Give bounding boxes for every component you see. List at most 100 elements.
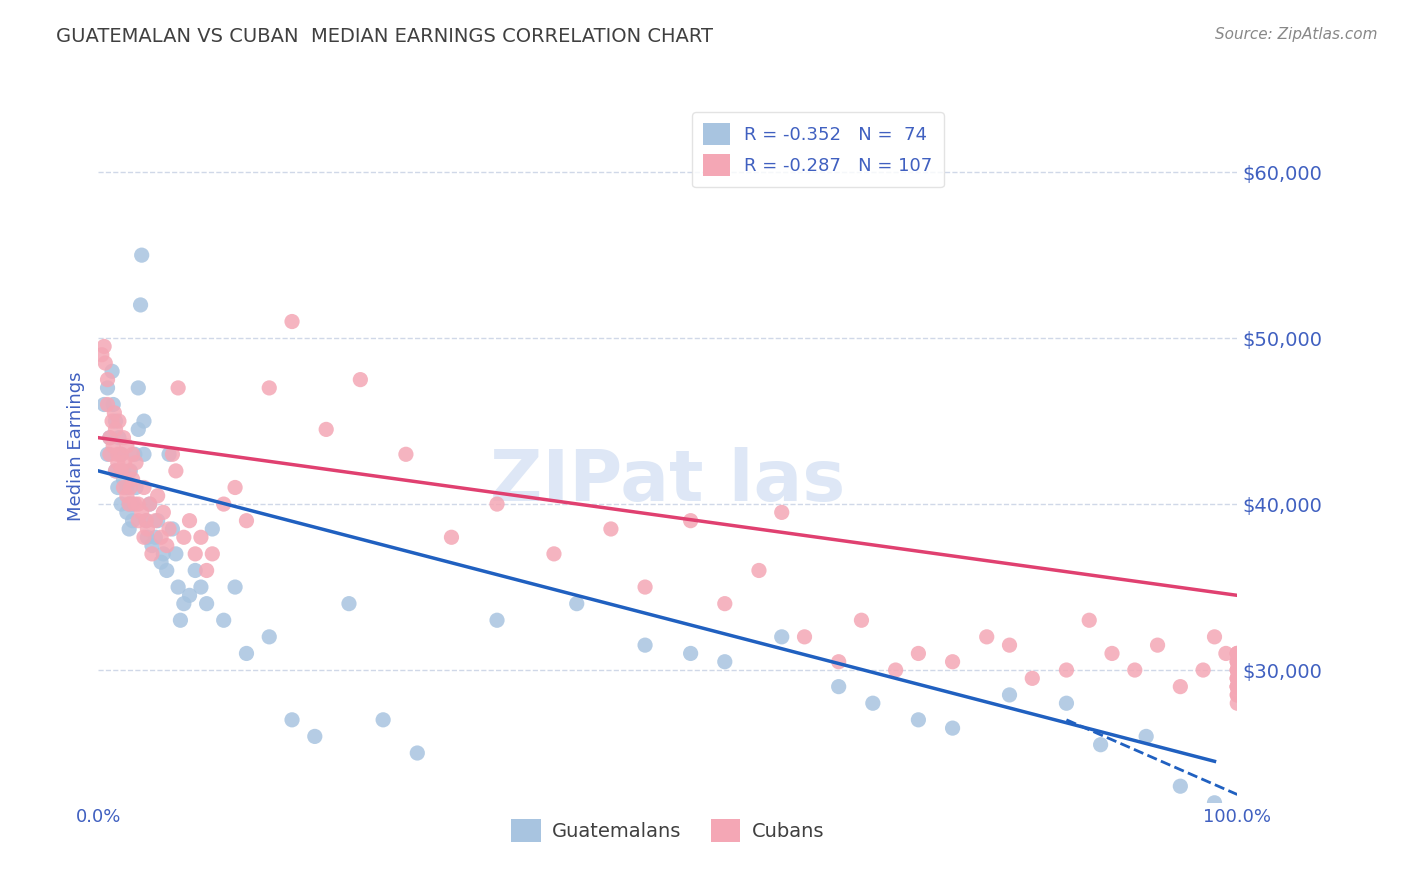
- Point: [124, 497, 146, 511]
- Point: [108, 431, 131, 445]
- Point: [851, 613, 873, 627]
- Point: [132, 414, 155, 428]
- Point: [179, 588, 201, 602]
- Point: [156, 564, 179, 578]
- Point: [120, 464, 142, 478]
- Point: [121, 472, 143, 486]
- Point: [173, 597, 195, 611]
- Point: [201, 522, 224, 536]
- Point: [108, 414, 131, 428]
- Point: [1226, 688, 1249, 702]
- Point: [141, 539, 163, 553]
- Point: [235, 647, 257, 661]
- Point: [96, 381, 118, 395]
- Point: [440, 530, 463, 544]
- Point: [162, 522, 184, 536]
- Point: [121, 447, 143, 461]
- Point: [714, 597, 737, 611]
- Point: [793, 630, 815, 644]
- Point: [1226, 663, 1249, 677]
- Point: [104, 414, 127, 428]
- Point: [101, 414, 124, 428]
- Point: [96, 397, 118, 411]
- Point: [138, 497, 160, 511]
- Point: [179, 514, 201, 528]
- Point: [107, 481, 129, 495]
- Point: [486, 613, 509, 627]
- Point: [104, 422, 127, 436]
- Point: [90, 348, 112, 362]
- Point: [145, 514, 167, 528]
- Point: [1226, 647, 1249, 661]
- Point: [132, 530, 155, 544]
- Legend: Guatemalans, Cubans: Guatemalans, Cubans: [503, 811, 832, 850]
- Point: [96, 373, 118, 387]
- Point: [103, 406, 125, 420]
- Point: [98, 431, 121, 445]
- Text: ZIPat las: ZIPat las: [491, 447, 845, 516]
- Point: [224, 481, 246, 495]
- Point: [150, 530, 173, 544]
- Point: [115, 489, 138, 503]
- Point: [1204, 796, 1226, 810]
- Point: [1226, 663, 1249, 677]
- Point: [125, 456, 148, 470]
- Point: [115, 481, 138, 495]
- Y-axis label: Median Earnings: Median Earnings: [66, 371, 84, 521]
- Point: [828, 655, 851, 669]
- Point: [862, 696, 884, 710]
- Point: [156, 539, 179, 553]
- Point: [1054, 663, 1078, 677]
- Point: [112, 472, 135, 486]
- Point: [259, 381, 281, 395]
- Point: [121, 514, 143, 528]
- Point: [165, 547, 187, 561]
- Point: [136, 522, 159, 536]
- Point: [167, 580, 190, 594]
- Point: [1204, 630, 1226, 644]
- Point: [1226, 696, 1249, 710]
- Point: [103, 439, 125, 453]
- Point: [1078, 613, 1101, 627]
- Point: [224, 580, 246, 594]
- Point: [486, 497, 509, 511]
- Point: [112, 481, 135, 495]
- Point: [770, 505, 793, 519]
- Point: [146, 514, 169, 528]
- Point: [127, 381, 149, 395]
- Point: [110, 447, 132, 461]
- Point: [714, 655, 737, 669]
- Point: [110, 447, 132, 461]
- Point: [118, 497, 141, 511]
- Point: [152, 547, 174, 561]
- Point: [162, 447, 184, 461]
- Point: [679, 514, 702, 528]
- Point: [127, 422, 149, 436]
- Point: [195, 564, 218, 578]
- Point: [132, 481, 155, 495]
- Point: [1226, 680, 1249, 694]
- Point: [907, 647, 929, 661]
- Point: [600, 522, 623, 536]
- Point: [107, 447, 129, 461]
- Point: [998, 688, 1021, 702]
- Point: [634, 580, 657, 594]
- Point: [98, 447, 121, 461]
- Point: [190, 530, 212, 544]
- Point: [1123, 663, 1146, 677]
- Point: [135, 514, 157, 528]
- Point: [190, 580, 212, 594]
- Point: [118, 522, 141, 536]
- Text: Source: ZipAtlas.com: Source: ZipAtlas.com: [1215, 27, 1378, 42]
- Point: [157, 447, 180, 461]
- Point: [104, 464, 127, 478]
- Point: [173, 530, 195, 544]
- Point: [337, 597, 360, 611]
- Point: [1170, 779, 1192, 793]
- Point: [212, 497, 235, 511]
- Point: [281, 713, 304, 727]
- Point: [565, 597, 588, 611]
- Point: [110, 497, 132, 511]
- Point: [1170, 680, 1192, 694]
- Point: [1226, 671, 1249, 685]
